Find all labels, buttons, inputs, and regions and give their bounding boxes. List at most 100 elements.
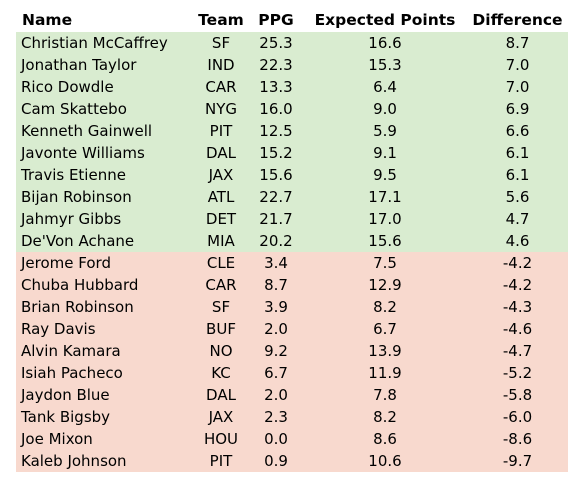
cell-expected-points: 6.7: [303, 318, 467, 340]
cell-expected-points: 17.1: [303, 186, 467, 208]
cell-ppg: 15.6: [249, 164, 303, 186]
table-body: Christian McCaffrey SF 25.3 16.6 8.7 Jonathan…: [16, 32, 568, 472]
cell-difference: -4.2: [467, 252, 568, 274]
cell-difference: 6.1: [467, 164, 568, 186]
cell-ppg: 0.0: [249, 428, 303, 450]
cell-expected-points: 5.9: [303, 120, 467, 142]
table-row: Christian McCaffrey SF 25.3 16.6 8.7: [16, 32, 568, 54]
cell-team: DET: [193, 208, 249, 230]
header-row: Name Team PPG Expected Points Difference: [16, 8, 568, 32]
cell-name: Cam Skattebo: [16, 98, 193, 120]
cell-team: BUF: [193, 318, 249, 340]
cell-name: Travis Etienne: [16, 164, 193, 186]
cell-expected-points: 9.1: [303, 142, 467, 164]
cell-difference: -4.6: [467, 318, 568, 340]
cell-expected-points: 7.8: [303, 384, 467, 406]
cell-name: Tank Bigsby: [16, 406, 193, 428]
cell-team: JAX: [193, 406, 249, 428]
cell-team: IND: [193, 54, 249, 76]
cell-ppg: 3.4: [249, 252, 303, 274]
cell-name: Bijan Robinson: [16, 186, 193, 208]
cell-ppg: 21.7: [249, 208, 303, 230]
table-row: Travis Etienne JAX 15.6 9.5 6.1: [16, 164, 568, 186]
cell-name: Jerome Ford: [16, 252, 193, 274]
cell-name: Alvin Kamara: [16, 340, 193, 362]
cell-ppg: 8.7: [249, 274, 303, 296]
cell-team: PIT: [193, 120, 249, 142]
cell-expected-points: 9.5: [303, 164, 467, 186]
cell-team: ATL: [193, 186, 249, 208]
cell-ppg: 0.9: [249, 450, 303, 472]
cell-ppg: 9.2: [249, 340, 303, 362]
cell-ppg: 22.7: [249, 186, 303, 208]
cell-team: HOU: [193, 428, 249, 450]
cell-name: Joe Mixon: [16, 428, 193, 450]
cell-name: Brian Robinson: [16, 296, 193, 318]
cell-team: NO: [193, 340, 249, 362]
cell-name: Jaydon Blue: [16, 384, 193, 406]
cell-ppg: 2.0: [249, 384, 303, 406]
cell-expected-points: 16.6: [303, 32, 467, 54]
cell-ppg: 16.0: [249, 98, 303, 120]
cell-expected-points: 8.2: [303, 296, 467, 318]
cell-team: SF: [193, 32, 249, 54]
cell-team: CAR: [193, 274, 249, 296]
cell-name: Kaleb Johnson: [16, 450, 193, 472]
cell-ppg: 3.9: [249, 296, 303, 318]
rb-difference-table: Name Team PPG Expected Points Difference…: [16, 8, 568, 472]
cell-expected-points: 12.9: [303, 274, 467, 296]
cell-expected-points: 15.6: [303, 230, 467, 252]
cell-difference: 4.7: [467, 208, 568, 230]
cell-ppg: 2.0: [249, 318, 303, 340]
cell-difference: -5.8: [467, 384, 568, 406]
cell-expected-points: 8.2: [303, 406, 467, 428]
cell-expected-points: 6.4: [303, 76, 467, 98]
cell-difference: -4.2: [467, 274, 568, 296]
cell-team: CLE: [193, 252, 249, 274]
header-ppg: PPG: [258, 11, 294, 29]
cell-team: SF: [193, 296, 249, 318]
cell-difference: -9.7: [467, 450, 568, 472]
table-row: Kaleb Johnson PIT 0.9 10.6 -9.7: [16, 450, 568, 472]
cell-expected-points: 15.3: [303, 54, 467, 76]
cell-name: Christian McCaffrey: [16, 32, 193, 54]
cell-team: KC: [193, 362, 249, 384]
cell-name: Jahmyr Gibbs: [16, 208, 193, 230]
cell-ppg: 20.2: [249, 230, 303, 252]
cell-difference: -6.0: [467, 406, 568, 428]
cell-difference: 6.1: [467, 142, 568, 164]
table-row: Isiah Pacheco KC 6.7 11.9 -5.2: [16, 362, 568, 384]
cell-ppg: 22.3: [249, 54, 303, 76]
header-difference: Difference: [472, 11, 563, 29]
cell-name: Ray Davis: [16, 318, 193, 340]
table-row: Jonathan Taylor IND 22.3 15.3 7.0: [16, 54, 568, 76]
cell-team: DAL: [193, 384, 249, 406]
table-row: Jerome Ford CLE 3.4 7.5 -4.2: [16, 252, 568, 274]
table-row: De'Von Achane MIA 20.2 15.6 4.6: [16, 230, 568, 252]
cell-name: Chuba Hubbard: [16, 274, 193, 296]
cell-name: De'Von Achane: [16, 230, 193, 252]
cell-name: Kenneth Gainwell: [16, 120, 193, 142]
table-row: Bijan Robinson ATL 22.7 17.1 5.6: [16, 186, 568, 208]
cell-expected-points: 7.5: [303, 252, 467, 274]
cell-expected-points: 9.0: [303, 98, 467, 120]
header-expected-points: Expected Points: [314, 11, 456, 29]
header-name: Name: [22, 11, 73, 29]
cell-name: Jonathan Taylor: [16, 54, 193, 76]
table-row: Rico Dowdle CAR 13.3 6.4 7.0: [16, 76, 568, 98]
cell-team: JAX: [193, 164, 249, 186]
cell-team: DAL: [193, 142, 249, 164]
cell-ppg: 12.5: [249, 120, 303, 142]
table-row: Joe Mixon HOU 0.0 8.6 -8.6: [16, 428, 568, 450]
cell-difference: 6.6: [467, 120, 568, 142]
table-container: Name Team PPG Expected Points Difference…: [16, 8, 568, 472]
cell-difference: -8.6: [467, 428, 568, 450]
table-row: Jahmyr Gibbs DET 21.7 17.0 4.7: [16, 208, 568, 230]
cell-difference: -5.2: [467, 362, 568, 384]
table-row: Tank Bigsby JAX 2.3 8.2 -6.0: [16, 406, 568, 428]
table-row: Kenneth Gainwell PIT 12.5 5.9 6.6: [16, 120, 568, 142]
cell-expected-points: 10.6: [303, 450, 467, 472]
cell-ppg: 2.3: [249, 406, 303, 428]
cell-expected-points: 13.9: [303, 340, 467, 362]
cell-difference: 7.0: [467, 54, 568, 76]
